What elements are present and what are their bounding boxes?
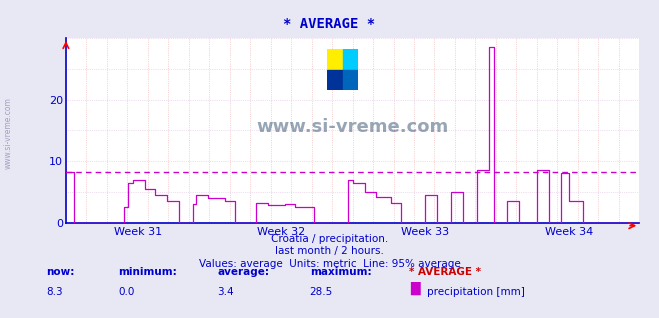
Text: Values: average  Units: metric  Line: 95% average: Values: average Units: metric Line: 95% … xyxy=(198,259,461,269)
Text: Croatia / precipitation.: Croatia / precipitation. xyxy=(271,234,388,244)
Text: 28.5: 28.5 xyxy=(310,287,333,297)
Text: █: █ xyxy=(411,282,420,295)
Text: www.si-vreme.com: www.si-vreme.com xyxy=(3,98,13,169)
Text: last month / 2 hours.: last month / 2 hours. xyxy=(275,246,384,256)
Text: minimum:: minimum: xyxy=(119,267,177,277)
Text: 0.0: 0.0 xyxy=(119,287,135,297)
Bar xyxy=(327,70,343,90)
Text: * AVERAGE *: * AVERAGE * xyxy=(283,17,376,31)
Text: maximum:: maximum: xyxy=(310,267,372,277)
Text: 8.3: 8.3 xyxy=(46,287,63,297)
Text: precipitation [mm]: precipitation [mm] xyxy=(427,287,525,297)
Text: average:: average: xyxy=(217,267,270,277)
Text: * AVERAGE *: * AVERAGE * xyxy=(409,267,480,277)
Text: 3.4: 3.4 xyxy=(217,287,234,297)
Bar xyxy=(343,70,358,90)
Bar xyxy=(327,49,343,70)
Text: www.si-vreme.com: www.si-vreme.com xyxy=(256,118,449,136)
Text: now:: now: xyxy=(46,267,74,277)
Bar xyxy=(343,49,358,70)
